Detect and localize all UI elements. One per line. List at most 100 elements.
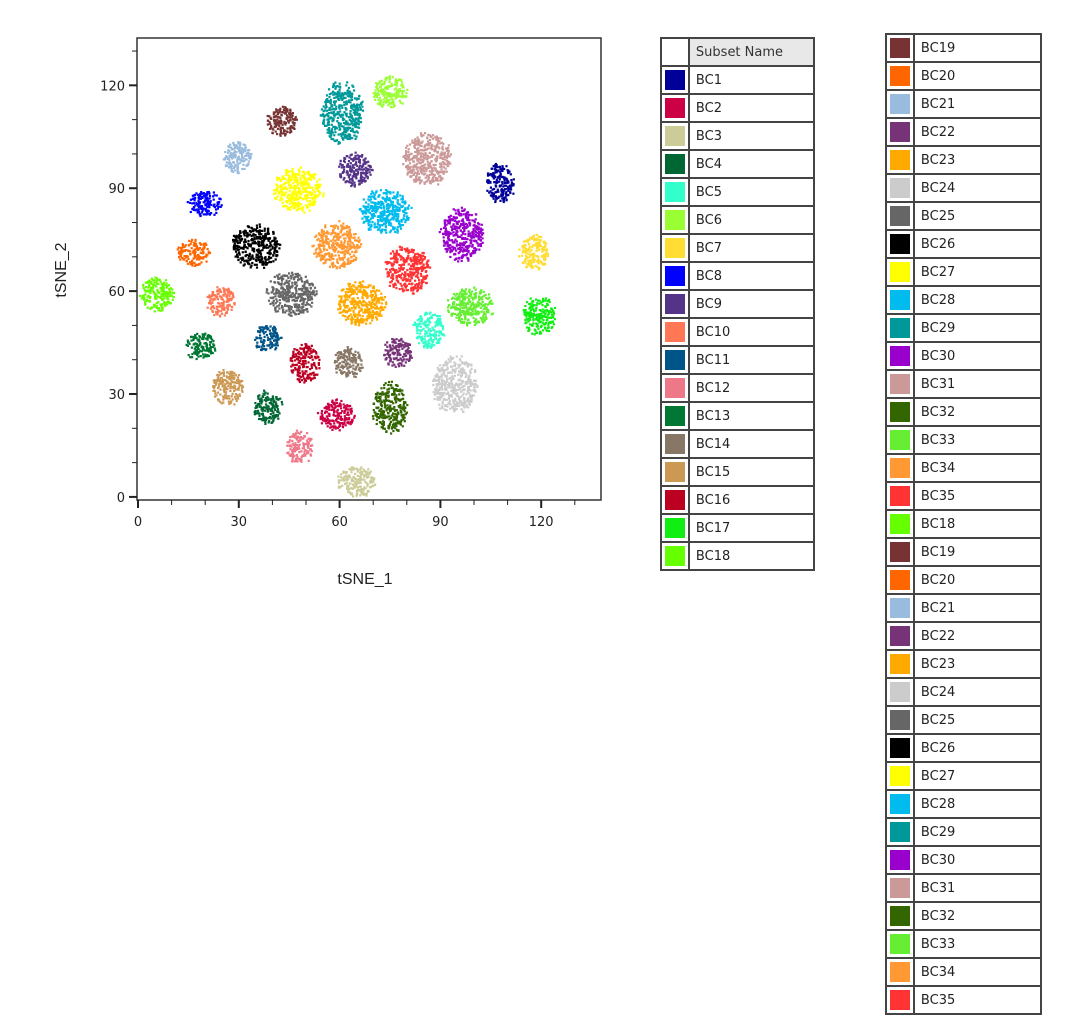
data-point: [227, 291, 230, 294]
data-point: [239, 238, 242, 241]
data-point: [375, 294, 378, 297]
data-point: [544, 305, 547, 309]
data-point: [282, 311, 285, 314]
data-point: [356, 320, 359, 323]
data-point: [401, 93, 404, 96]
data-point: [343, 176, 346, 180]
data-point: [268, 398, 271, 401]
data-point: [241, 390, 244, 393]
data-point: [357, 469, 360, 472]
data-point: [359, 164, 362, 167]
data-point: [298, 293, 301, 296]
data-point: [434, 321, 437, 324]
data-point: [190, 240, 193, 243]
data-point: [272, 400, 275, 403]
data-point: [235, 144, 238, 147]
data-point: [194, 204, 197, 207]
data-point: [275, 298, 278, 301]
data-point: [453, 374, 456, 377]
data-point: [345, 165, 348, 168]
data-point: [427, 342, 430, 345]
data-point: [341, 164, 344, 167]
data-point: [193, 206, 196, 209]
data-point: [354, 481, 357, 484]
data-point: [290, 449, 294, 452]
data-point: [219, 205, 222, 208]
data-point: [392, 105, 395, 109]
data-point: [230, 380, 233, 383]
data-point: [281, 110, 284, 114]
data-point: [246, 232, 249, 235]
data-point: [373, 94, 376, 97]
data-point: [295, 289, 298, 292]
data-point: [366, 485, 369, 488]
data-point: [399, 357, 402, 360]
data-point: [288, 310, 291, 313]
data-point: [218, 197, 221, 200]
data-point: [396, 81, 399, 84]
data-point: [363, 180, 366, 183]
data-point: [305, 350, 308, 353]
data-point: [357, 368, 360, 371]
data-point: [355, 365, 358, 368]
data-point: [257, 237, 261, 240]
data-point: [273, 125, 276, 129]
data-point: [497, 176, 500, 179]
data-point: [215, 383, 218, 386]
data-point: [445, 378, 449, 381]
data-point: [256, 406, 259, 409]
data-point: [531, 244, 534, 247]
data-point: [494, 195, 497, 198]
data-point: [241, 167, 244, 171]
data-point: [291, 371, 294, 374]
data-point: [297, 295, 300, 298]
data-point: [326, 419, 329, 422]
data-point: [362, 168, 365, 171]
data-point: [394, 351, 397, 354]
data-point: [350, 157, 353, 161]
data-point: [339, 422, 342, 425]
data-point: [310, 351, 313, 354]
data-point: [240, 153, 244, 156]
data-point: [262, 235, 265, 238]
data-point: [168, 291, 171, 294]
data-point: [330, 425, 333, 428]
data-point: [191, 259, 194, 262]
data-point: [502, 200, 505, 204]
data-point: [298, 432, 301, 435]
data-point: [290, 116, 293, 119]
data-point: [300, 278, 303, 281]
data-point: [266, 289, 269, 292]
data-point: [450, 393, 453, 397]
data-point: [272, 416, 276, 419]
data-point: [273, 116, 276, 119]
data-point: [396, 354, 399, 357]
data-point: [541, 329, 544, 332]
data-point: [366, 475, 369, 478]
data-point: [222, 294, 225, 297]
data-point: [406, 342, 409, 345]
data-point: [304, 303, 307, 307]
data-point: [417, 324, 420, 327]
data-point: [243, 234, 246, 237]
data-point: [298, 361, 301, 364]
data-point: [218, 288, 221, 291]
data-point: [544, 297, 548, 300]
data-point: [289, 448, 292, 451]
data-point: [388, 75, 391, 78]
data-point: [510, 179, 513, 182]
data-point: [531, 304, 534, 307]
data-point: [332, 414, 335, 417]
data-point: [529, 263, 533, 266]
data-point: [345, 475, 348, 478]
data-point: [217, 374, 220, 377]
data-point: [159, 309, 162, 312]
data-point: [438, 331, 441, 334]
data-point: [394, 78, 397, 81]
data-point: [230, 170, 233, 173]
data-point: [264, 326, 268, 329]
data-point: [311, 292, 315, 295]
data-point: [239, 379, 242, 383]
data-point: [429, 321, 432, 324]
data-point: [521, 262, 524, 265]
